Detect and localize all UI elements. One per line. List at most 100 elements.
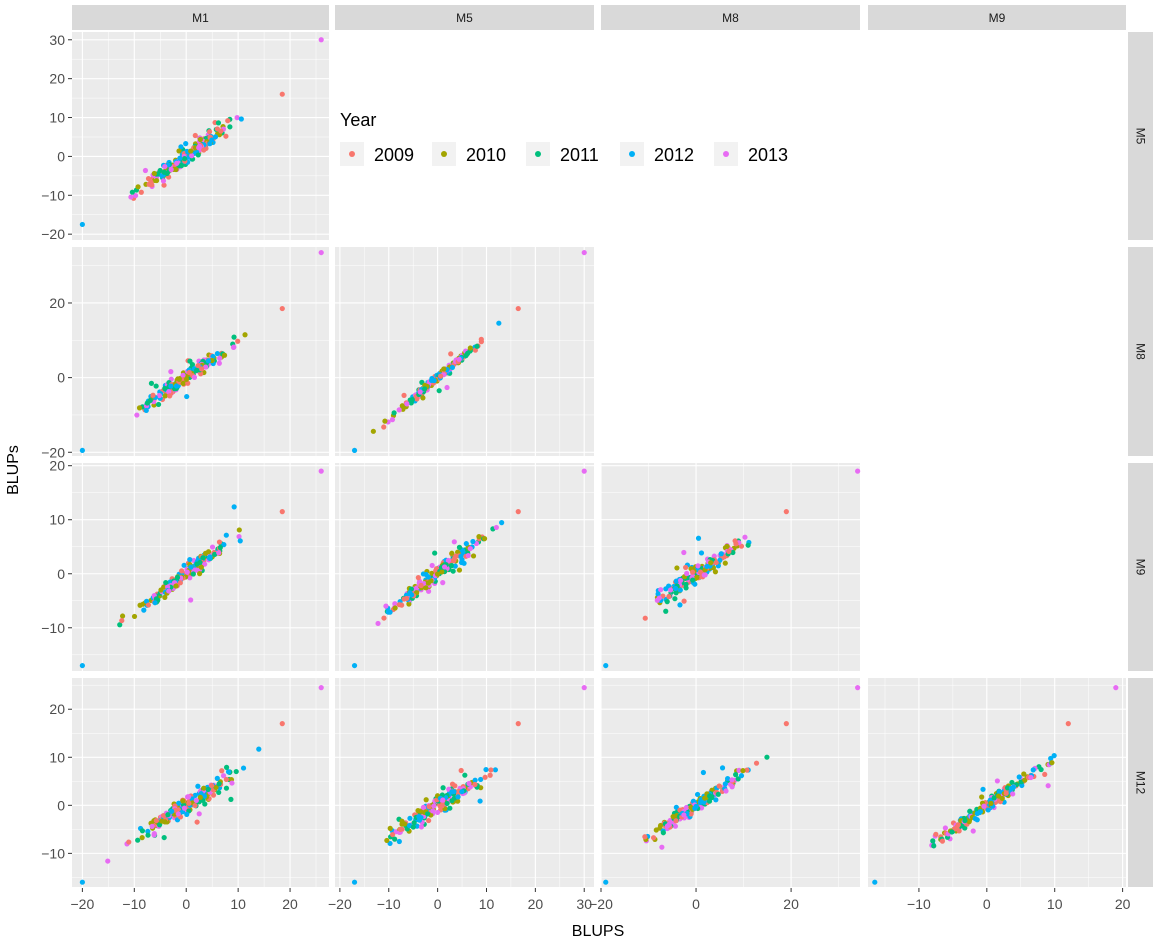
y-axis-m5: 30 20 10 0 −10 −20 (41, 32, 72, 242)
x-tick-label: 0 (434, 896, 442, 912)
data-point-2013 (181, 805, 188, 811)
y-tick-label: −10 (41, 187, 65, 203)
legend-label: 2013 (748, 145, 788, 165)
data-point-2012 (188, 564, 194, 570)
y-tick-label: −20 (41, 226, 65, 242)
data-point-2013 (229, 780, 235, 786)
data-point-2013 (441, 564, 448, 570)
x-tick-label: −20 (71, 896, 95, 912)
data-point-2010 (173, 166, 179, 173)
y-tick-label: 0 (57, 370, 65, 386)
data-point-2009 (439, 803, 445, 809)
strip-col-label: M8 (722, 11, 739, 25)
data-point-2009 (783, 721, 789, 727)
data-point-2009 (161, 182, 167, 188)
data-point-2011 (216, 789, 222, 796)
panel-background (335, 463, 594, 671)
data-point-2011 (223, 785, 230, 791)
strip-row-m12: M12 (1128, 678, 1153, 887)
data-point-2012 (221, 542, 227, 548)
data-point-2012 (225, 769, 232, 775)
data-point-2010 (135, 184, 141, 190)
data-point-2010 (456, 567, 463, 573)
data-point-2013 (396, 407, 402, 413)
data-point-2009 (381, 615, 387, 621)
legend-swatch (349, 151, 355, 157)
data-point-2012 (187, 556, 193, 563)
strip-col-m5: M5 (335, 5, 594, 30)
data-point-2013 (188, 597, 194, 603)
data-point-2009 (195, 363, 201, 369)
data-point-2010 (197, 571, 203, 577)
data-point-2010 (188, 148, 194, 154)
strips-layer: M1 M5 M8 M9 M5 M8 M9 M12 (72, 5, 1153, 887)
data-point-2011 (139, 828, 146, 834)
data-point-2011 (422, 386, 428, 392)
data-point-2012 (717, 557, 723, 563)
x-tick-label: −10 (122, 896, 146, 912)
data-point-2012 (477, 798, 483, 804)
x-tick-label: −20 (589, 896, 613, 912)
data-point-2011 (205, 786, 211, 793)
data-point-2013 (234, 115, 240, 121)
data-point-2013 (1045, 783, 1051, 789)
data-point-2012 (666, 583, 672, 589)
data-point-2013 (149, 823, 155, 829)
strip-row-m9: M9 (1128, 463, 1153, 671)
data-point-2009 (119, 617, 125, 624)
data-point-2011 (931, 843, 937, 849)
data-point-2011 (223, 764, 230, 770)
y-tick-label: 20 (49, 295, 65, 311)
y-axis-title: BLUPs (5, 445, 22, 495)
strip-col-label: M5 (456, 11, 473, 25)
data-point-2010 (158, 587, 164, 593)
data-point-2013 (175, 811, 181, 817)
panels-layer (72, 32, 1126, 887)
panel-background (72, 678, 329, 887)
data-point-2011 (683, 581, 689, 587)
data-point-2009 (396, 602, 402, 608)
data-point-2013 (659, 844, 665, 850)
data-point-2009 (690, 569, 696, 575)
data-point-2011 (227, 124, 233, 130)
data-point-2012 (195, 783, 201, 789)
data-point-2009 (682, 564, 689, 571)
x-axis-title: BLUPS (572, 923, 624, 940)
data-point-2011 (233, 768, 239, 775)
data-point-2009 (138, 189, 144, 195)
data-point-2009 (713, 559, 719, 566)
data-point-2010 (151, 170, 157, 177)
data-point-2013 (658, 587, 664, 593)
data-point-2010 (201, 785, 207, 791)
data-point-2013 (425, 588, 432, 594)
data-point-2013 (667, 587, 674, 593)
data-point-2010 (382, 418, 388, 424)
data-point-2009 (681, 598, 687, 604)
data-point-2009 (210, 792, 217, 798)
data-point-2013 (230, 344, 237, 350)
data-point-2012 (996, 789, 1003, 795)
data-point-2013 (392, 601, 398, 607)
data-point-2012 (351, 879, 358, 885)
data-point-2009 (449, 781, 456, 787)
data-point-2010 (180, 380, 186, 387)
strip-row-m8: M8 (1128, 247, 1153, 456)
data-point-2013 (318, 685, 324, 691)
data-point-2009 (153, 817, 159, 824)
data-point-2010 (162, 594, 168, 600)
data-point-2009 (426, 817, 432, 824)
y-axis-m12: 20 10 0 −10 (41, 701, 72, 861)
data-point-2009 (954, 824, 960, 830)
data-point-2012 (704, 563, 710, 570)
x-tick-label: 10 (230, 896, 246, 912)
data-point-2012 (183, 141, 189, 147)
data-point-2012 (698, 550, 705, 556)
y-tick-label: 0 (57, 566, 65, 582)
data-point-2013 (418, 824, 425, 830)
y-tick-label: 10 (49, 110, 65, 126)
data-point-2011 (411, 820, 417, 826)
data-point-2009 (732, 538, 738, 544)
data-point-2010 (1022, 777, 1028, 783)
data-point-2013 (702, 572, 708, 578)
data-point-2013 (440, 580, 446, 586)
